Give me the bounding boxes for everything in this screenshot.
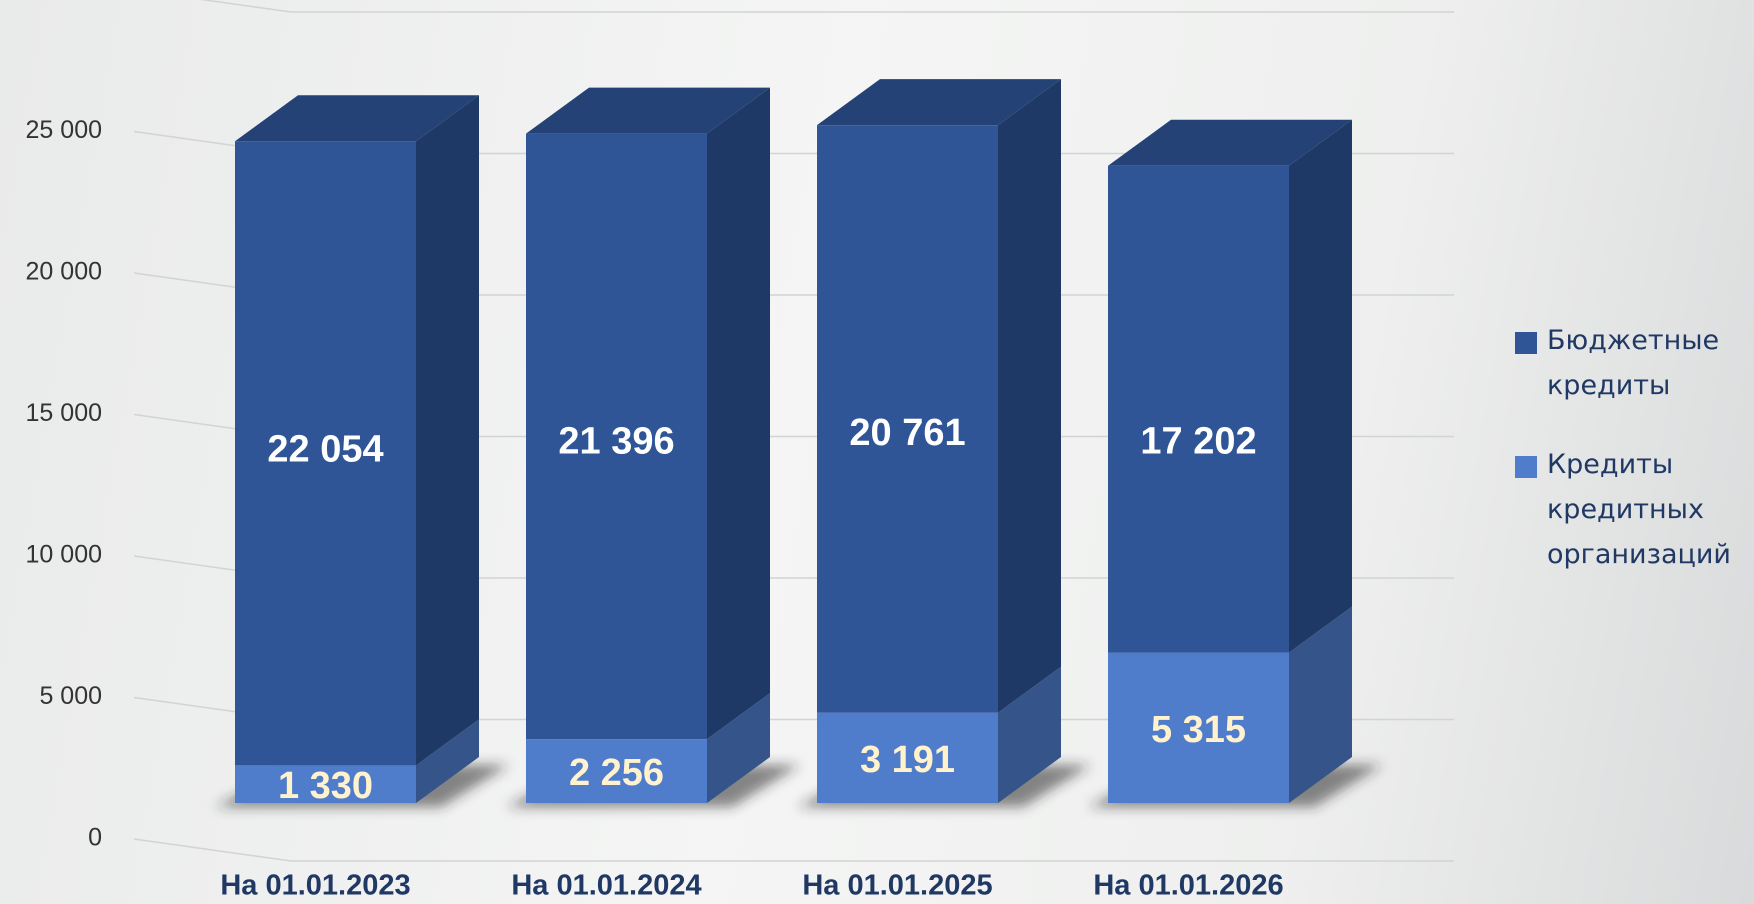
y-tick-label: 5 000 — [39, 682, 102, 710]
bar-side — [998, 79, 1061, 713]
bar-segment — [1108, 165, 1289, 653]
y-tick-label: 20 000 — [26, 258, 102, 286]
grid-line — [133, 838, 292, 862]
bar-segment — [235, 765, 416, 803]
bar-side — [416, 95, 479, 766]
bar-side — [707, 693, 770, 803]
value-label: 20 761 — [849, 412, 965, 454]
legend-label: Бюджетные кредиты — [1547, 325, 1720, 401]
bar-side — [1289, 606, 1352, 803]
bar-segment — [526, 133, 707, 740]
y-tick-label: 10 000 — [26, 541, 102, 569]
value-label: 3 191 — [860, 739, 955, 781]
value-label: 17 202 — [1140, 420, 1256, 462]
bar-top — [526, 87, 770, 134]
legend-label: Кредиты кредитных организаций — [1547, 449, 1731, 570]
legend: Бюджетные кредиты Кредиты кредитных орган… — [1515, 318, 1750, 611]
value-label: 22 054 — [267, 428, 383, 470]
grid-line — [199, 0, 292, 13]
bar-side — [416, 719, 479, 803]
x-tick-label: На 01.01.2023 — [220, 870, 410, 902]
y-tick-label: 0 — [88, 824, 102, 852]
value-label: 21 396 — [558, 421, 674, 463]
legend-item: Кредиты кредитных организаций — [1515, 442, 1750, 577]
bar-segment — [526, 739, 707, 803]
bar-segment — [235, 141, 416, 766]
value-label: 2 256 — [569, 752, 664, 794]
value-label: 5 315 — [1151, 709, 1246, 751]
y-tick-label: 15 000 — [26, 399, 102, 427]
bar-segment — [817, 712, 998, 803]
bar-side — [998, 666, 1061, 803]
x-tick-label: На 01.01.2026 — [1093, 870, 1283, 902]
y-tick-label: 25 000 — [26, 116, 102, 144]
bar-side — [1289, 119, 1352, 653]
value-label: 1 330 — [278, 765, 373, 807]
legend-swatch — [1515, 456, 1537, 478]
bar-segment — [1108, 652, 1289, 803]
bar-side — [707, 87, 770, 740]
bar-top — [235, 95, 479, 142]
x-tick-label: На 01.01.2024 — [511, 870, 701, 902]
bar-segment — [817, 125, 998, 713]
bar-top — [1108, 119, 1352, 166]
legend-item: Бюджетные кредиты — [1515, 318, 1750, 408]
legend-swatch — [1515, 332, 1537, 354]
bar-top — [817, 79, 1061, 126]
x-tick-label: На 01.01.2025 — [802, 870, 992, 902]
